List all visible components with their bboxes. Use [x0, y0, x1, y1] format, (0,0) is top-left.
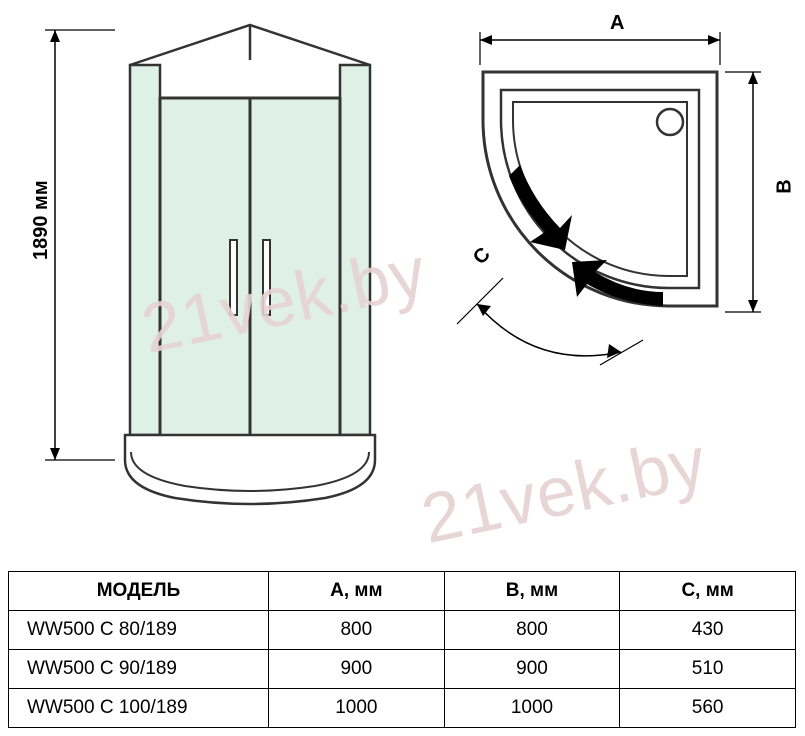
cell-model: WW500 C 100/189	[9, 689, 269, 728]
table-row: WW500 C 80/189 800 800 430	[9, 611, 796, 650]
cell-b: 1000	[444, 689, 620, 728]
cell-c: 430	[620, 611, 796, 650]
col-b: В, мм	[444, 572, 620, 611]
cell-model: WW500 C 80/189	[9, 611, 269, 650]
col-a: А, мм	[269, 572, 445, 611]
cell-b: 800	[444, 611, 620, 650]
cell-a: 900	[269, 650, 445, 689]
watermark: 21vek.by	[415, 421, 714, 559]
top-plan-view	[425, 10, 795, 370]
cell-a: 1000	[269, 689, 445, 728]
cell-model: WW500 C 90/189	[9, 650, 269, 689]
table-header-row: МОДЕЛЬ А, мм В, мм С, мм	[9, 572, 796, 611]
table-row: WW500 C 100/189 1000 1000 560	[9, 689, 796, 728]
height-dimension-label: 1890 мм	[30, 180, 53, 260]
col-c: С, мм	[620, 572, 796, 611]
spec-table: МОДЕЛЬ А, мм В, мм С, мм WW500 C 80/189 …	[8, 571, 796, 728]
cell-c: 560	[620, 689, 796, 728]
table-row: WW500 C 90/189 900 900 510	[9, 650, 796, 689]
cell-a: 800	[269, 611, 445, 650]
col-model: МОДЕЛЬ	[9, 572, 269, 611]
cell-b: 900	[444, 650, 620, 689]
diagram-area: 1890 мм A B C 21vek.by 21vek.by	[10, 10, 795, 530]
dimension-a-label: A	[610, 12, 624, 35]
front-elevation	[25, 10, 405, 530]
dimension-b-label: B	[774, 179, 797, 193]
cell-c: 510	[620, 650, 796, 689]
